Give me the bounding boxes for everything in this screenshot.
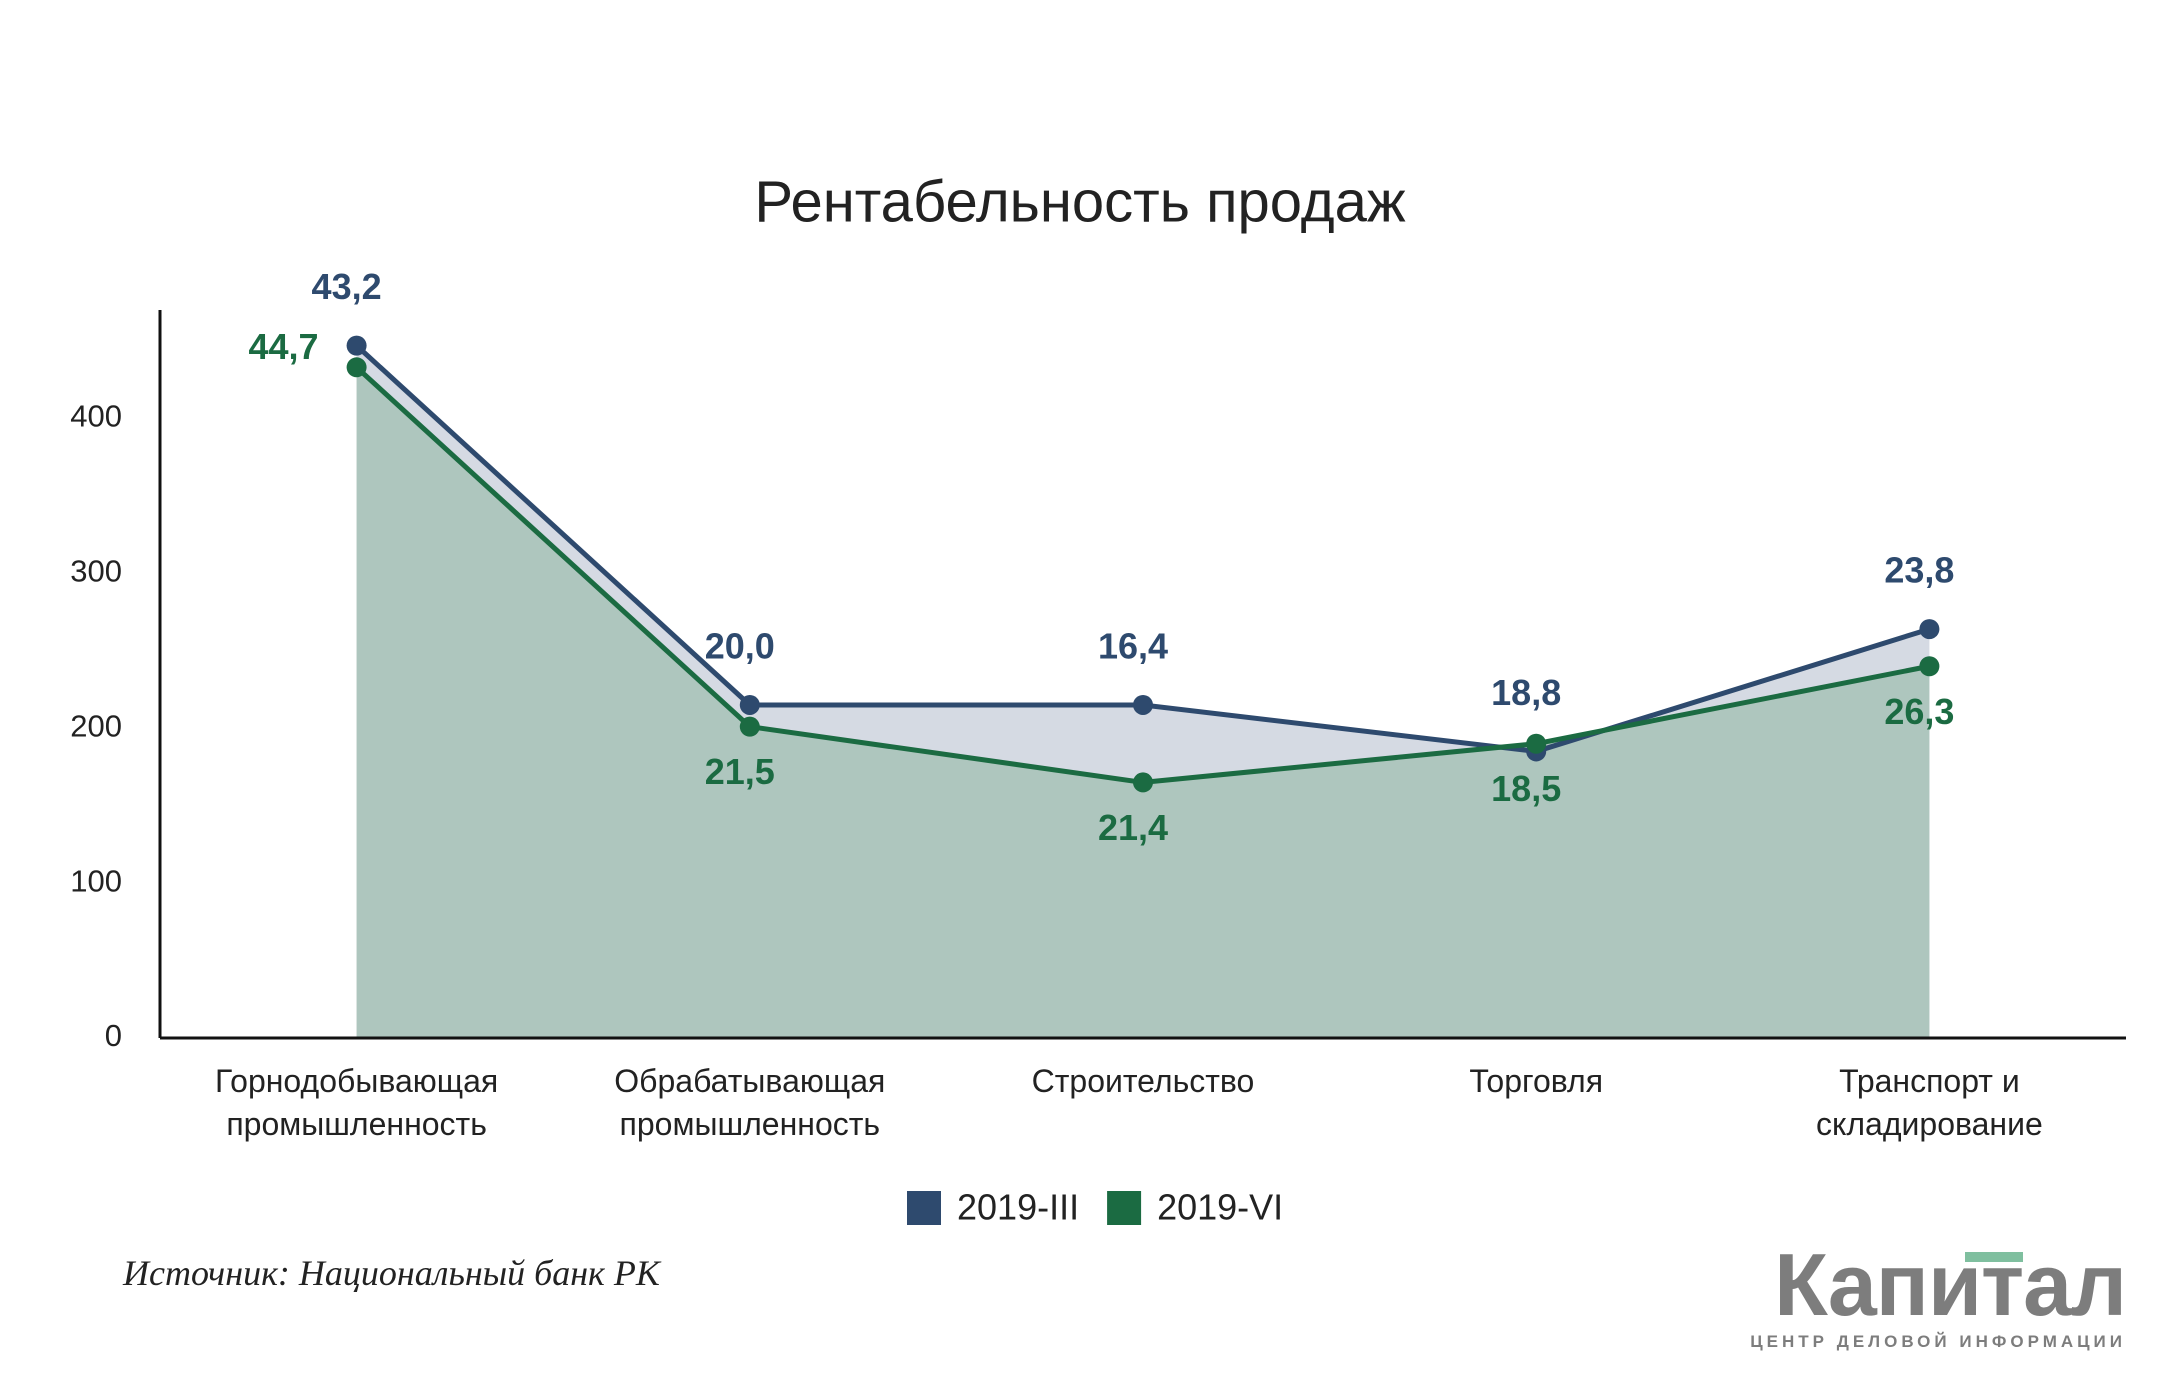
source: Источник: Национальный банк РК	[123, 1253, 660, 1293]
data-label: 23,8	[1884, 550, 1954, 591]
data-label: 21,5	[705, 751, 775, 792]
marker	[1133, 694, 1153, 715]
marker	[1919, 619, 1940, 640]
chart-title: Рентабельность продаж	[754, 169, 1405, 234]
y-tick-label: 0	[105, 1018, 122, 1053]
logo-name: Капитал	[1774, 1235, 2127, 1334]
marker	[1133, 772, 1153, 793]
legend-label: 2019-VI	[1157, 1187, 1283, 1228]
x-tick-label: Строительство	[1031, 1063, 1255, 1099]
marker	[1919, 656, 1940, 677]
data-label: 18,8	[1491, 672, 1561, 713]
y-tick-label: 100	[70, 863, 122, 898]
y-tick-label: 200	[70, 708, 122, 743]
logo-tagline: ЦЕНТР ДЕЛОВОЙ ИНФОРМАЦИИ	[1750, 1332, 2126, 1351]
logo: Капитал ЦЕНТР ДЕЛОВОЙ ИНФОРМАЦИИ	[1750, 1235, 2127, 1352]
legend-swatch	[1107, 1191, 1142, 1225]
marker	[1526, 733, 1547, 754]
marker	[346, 335, 367, 356]
x-tick-label: Торговля	[1469, 1063, 1604, 1099]
data-label: 44,7	[249, 326, 319, 367]
data-label: 43,2	[312, 266, 382, 307]
legend-swatch	[907, 1191, 941, 1225]
y-tick-label: 300	[70, 554, 122, 589]
data-label: 16,4	[1098, 625, 1168, 666]
data-label: 18,5	[1491, 768, 1561, 809]
data-label: 26,3	[1884, 691, 1954, 732]
marker	[346, 357, 367, 378]
data-label: 21,4	[1098, 807, 1168, 848]
marker	[739, 694, 760, 715]
x-tick-label: Транспорт и складирование	[1816, 1063, 2043, 1142]
x-tick-label: Горнодобывающая промышленность	[214, 1063, 499, 1142]
x-tick-label: Обрабатывающая промышленность	[614, 1063, 886, 1142]
data-label: 20,0	[705, 625, 775, 666]
legend-label: 2019-III	[957, 1187, 1079, 1228]
marker	[739, 716, 760, 737]
logo-accent	[1965, 1252, 2023, 1262]
area	[356, 367, 1930, 1038]
y-tick-label: 400	[70, 399, 122, 434]
